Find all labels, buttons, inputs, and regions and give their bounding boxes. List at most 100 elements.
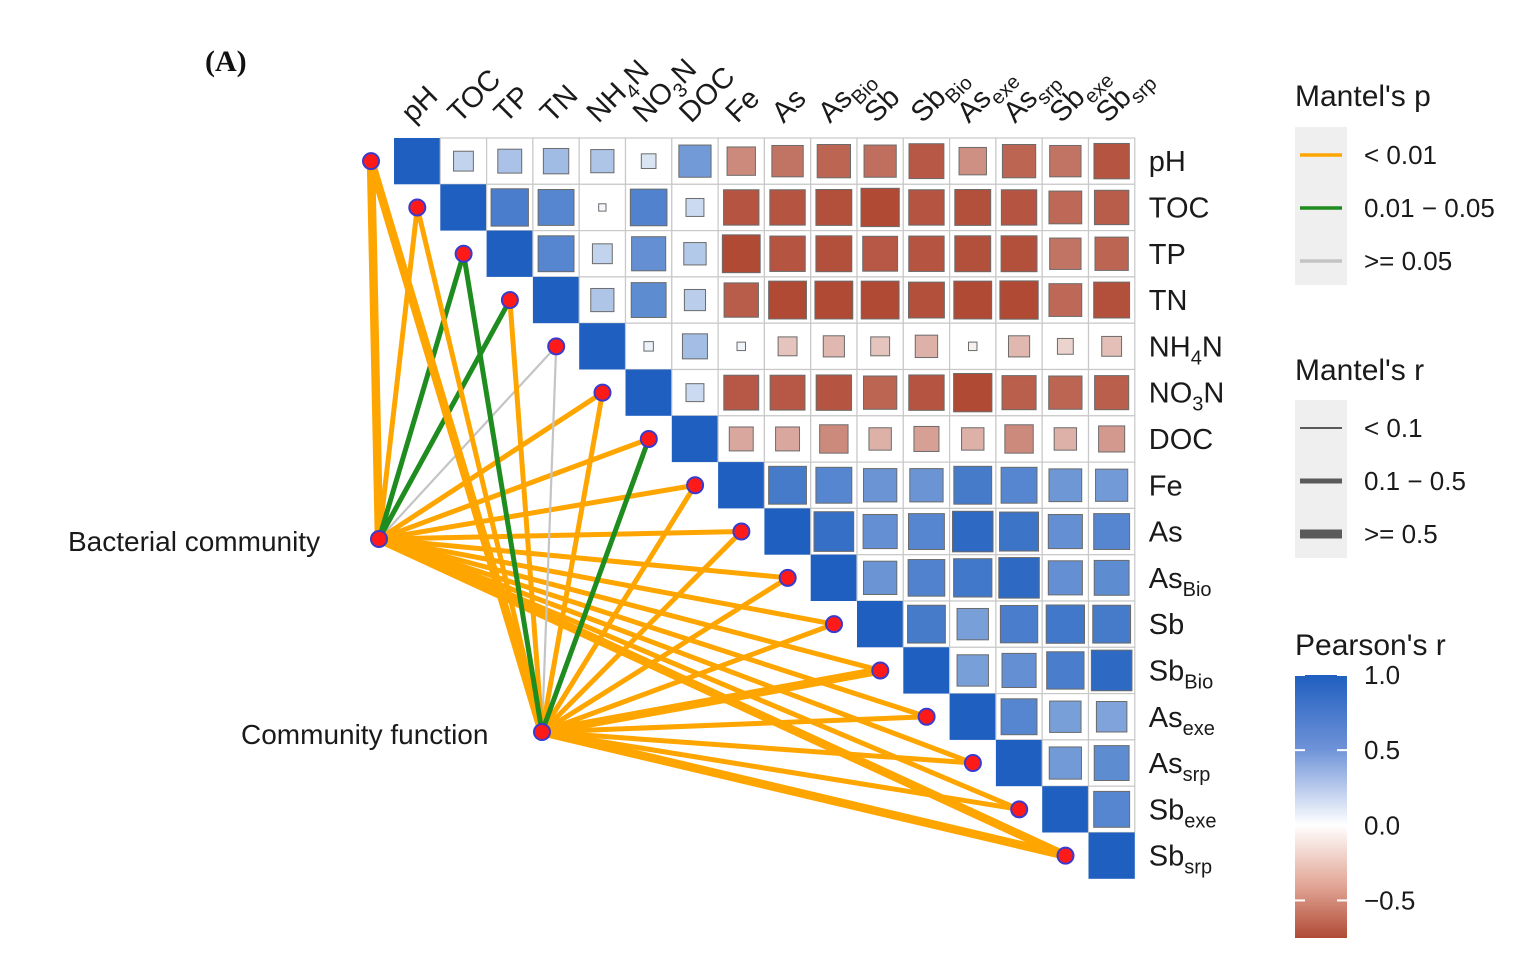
- mantel-link-community-function-SbBio: [537, 666, 885, 737]
- heatmap-square-AsBio-Sbsrp: [1093, 559, 1130, 596]
- heatmap-square-TN-Assrp: [999, 280, 1039, 320]
- variable-node-SbBio: [871, 661, 890, 680]
- mantel-link-bacterial-community-As: [376, 529, 744, 542]
- heatmap-square-Assrp-Sbsrp: [1093, 745, 1130, 781]
- mantel-link-community-function-Asexe: [539, 714, 930, 735]
- heatmap-square-TP-SbBio: [908, 235, 945, 272]
- heatmap-square-TP-Fe: [721, 234, 761, 274]
- mantel-link-bacterial-community-TP: [376, 251, 467, 542]
- community-node-label: Community function: [241, 719, 488, 750]
- mantel-link-community-function-Sb: [539, 621, 837, 735]
- variable-node-Asexe: [917, 707, 936, 726]
- heatmap-square-Sb-Sbexe: [1045, 604, 1086, 644]
- heatmap-square-NO3N-Sb: [862, 375, 898, 410]
- mantel-link-community-function-NO3N: [539, 390, 605, 735]
- heatmap-diagonal-cell: [718, 462, 765, 509]
- heatmap-cell-frame: [717, 322, 765, 371]
- heatmap-square-TOC-Sb: [860, 187, 900, 228]
- mantel-link-community-function-Sbexe: [539, 729, 1022, 812]
- heatmap-square-Fe-AsBio: [815, 466, 853, 504]
- variable-node-AsBio: [778, 568, 797, 587]
- heatmap-square-TN-NO3N: [630, 282, 667, 318]
- heatmap-diagonal-cell: [857, 601, 904, 648]
- heatmap-diagonal-cell: [532, 276, 580, 324]
- heatmap-square-TP-AsBio: [815, 235, 853, 273]
- heatmap-square-Fe-Sbexe: [1048, 468, 1083, 503]
- heatmap-square-pH-Fe: [726, 146, 756, 176]
- heatmap-square-TN-SbBio: [908, 281, 945, 319]
- heatmap-diagonal-cell: [1088, 832, 1135, 879]
- heatmap-square-As-Sbsrp: [1093, 513, 1131, 550]
- variable-node-NH4N: [547, 337, 566, 356]
- heatmap-square-NO3N-SbBio: [908, 374, 945, 411]
- row-label-TP: TP: [1149, 239, 1186, 271]
- heatmap-square-As-Sb: [862, 513, 898, 550]
- heatmap-square-NO3N-Sbexe: [1048, 375, 1083, 410]
- heatmap-square-TOC-As: [769, 189, 806, 226]
- row-label-pH: pH: [1149, 146, 1186, 178]
- mantel-link-bacterial-community-TOC: [376, 204, 420, 542]
- correlation-heatmap: [394, 137, 1136, 879]
- heatmap-square-Asexe-Sbsrp: [1095, 700, 1128, 733]
- heatmap-square-SbBio-Asexe: [956, 654, 989, 687]
- legend-label-p-0: < 0.01: [1364, 140, 1437, 170]
- heatmap-square-DOC-Assrp: [1004, 424, 1034, 454]
- row-label-DOC: DOC: [1149, 424, 1213, 456]
- heatmap-square-NH4N-Assrp: [1007, 335, 1031, 358]
- mantel-link-bacterial-community-NO3N: [376, 390, 605, 542]
- variable-node-TOC: [408, 198, 427, 217]
- heatmap-square-TOC-NO3N: [629, 188, 668, 227]
- heatmap-square-NO3N-Sbsrp: [1094, 375, 1130, 411]
- heatmap-square-DOC-Asexe: [961, 427, 985, 451]
- heatmap-square-TOC-TP: [490, 188, 529, 227]
- heatmap-square-Sbexe-Sbsrp: [1093, 790, 1131, 828]
- heatmap-square-NH4N-Fe: [736, 341, 746, 352]
- legend-title-pearson-r: Pearson's r: [1295, 629, 1446, 662]
- colorbar-label-2: 0.0: [1364, 810, 1400, 840]
- row-label-Assrp: Assrp: [1149, 748, 1211, 786]
- community-node: [533, 723, 551, 741]
- heatmap-square-pH-Sbsrp: [1093, 142, 1130, 180]
- variable-node-Sbexe: [1010, 800, 1029, 819]
- heatmap-diagonal-cell: [579, 323, 626, 370]
- mantel-link-bacterial-community-SbBio: [376, 536, 883, 673]
- heatmap-square-pH-NH4N: [590, 149, 615, 174]
- heatmap-square-TOC-Assrp: [1000, 189, 1038, 226]
- heatmap-square-pH-TP: [497, 148, 523, 174]
- heatmap-square-NH4N-AsBio: [822, 335, 845, 358]
- heatmap-square-TOC-SbBio: [908, 189, 945, 226]
- heatmap-square-TOC-DOC: [685, 197, 705, 217]
- heatmap-square-AsBio-Asexe: [953, 558, 993, 598]
- variable-node-Sbsrp: [1056, 846, 1075, 865]
- row-label-Sb: Sb: [1149, 609, 1184, 641]
- colorbar-label-0: 1.0: [1364, 660, 1400, 690]
- heatmap-square-TP-Assrp: [1000, 235, 1038, 273]
- variable-node-DOC: [639, 429, 658, 448]
- heatmap-square-TN-DOC: [683, 288, 707, 312]
- heatmap-square-NO3N-Asexe: [953, 372, 993, 413]
- heatmap-square-TP-Sbsrp: [1094, 236, 1129, 271]
- heatmap-square-TP-NO3N: [631, 236, 667, 272]
- heatmap-square-pH-NO3N: [640, 153, 657, 169]
- heatmap-square-TN-AsBio: [814, 280, 854, 320]
- colorbar-label-1: 0.5: [1364, 735, 1400, 765]
- heatmap-square-pH-Asexe: [958, 146, 987, 176]
- heatmap-square-NH4N-NO3N: [643, 341, 654, 352]
- column-label-TN: TN: [534, 79, 584, 129]
- heatmap-square-NO3N-AsBio: [815, 374, 853, 411]
- row-label-Sbexe: Sbexe: [1149, 794, 1217, 832]
- variable-node-Assrp: [963, 754, 982, 773]
- heatmap-square-TP-As: [769, 235, 806, 272]
- heatmap-square-Asexe-Assrp: [1000, 698, 1038, 736]
- heatmap-square-SbBio-Sbsrp: [1090, 649, 1133, 692]
- heatmap-square-NO3N-Assrp: [1001, 375, 1037, 411]
- heatmap-square-Asexe-Sbexe: [1049, 700, 1082, 733]
- column-label-pH: pH: [395, 80, 444, 129]
- heatmap-square-NH4N-DOC: [681, 333, 708, 360]
- mantel-link-bacterial-community-Fe: [376, 482, 698, 542]
- heatmap-diagonal-cell: [949, 693, 996, 740]
- heatmap-square-TP-Asexe: [954, 235, 992, 273]
- column-label-As: As: [766, 82, 813, 129]
- heatmap-square-TN-NH4N: [590, 287, 615, 313]
- heatmap-square-DOC-Fe: [728, 426, 754, 452]
